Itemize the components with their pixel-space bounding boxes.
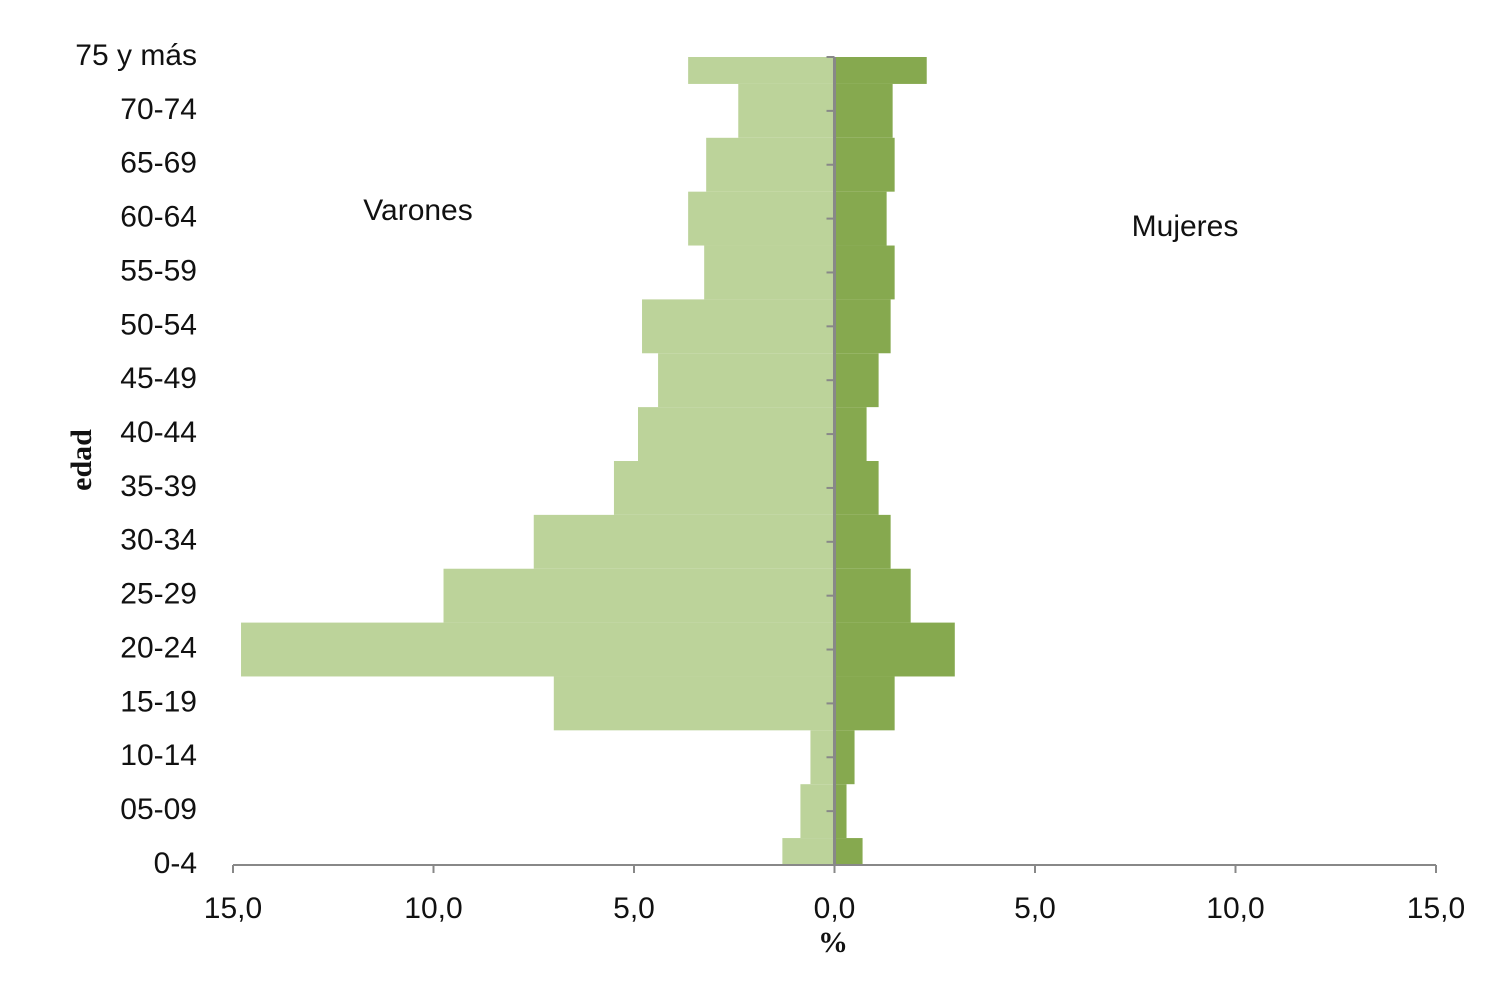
bar (834, 57, 927, 84)
bar (834, 622, 955, 677)
bar (553, 676, 835, 731)
y-tick-label: 50-54 (120, 308, 197, 341)
y-tick-label: 45-49 (120, 362, 197, 395)
y-axis-title: edad (65, 429, 98, 491)
x-tick-label: 15,0 (204, 892, 262, 925)
x-tick-label: 0,0 (814, 892, 856, 925)
y-tick-label: 60-64 (120, 201, 197, 234)
bar (688, 57, 835, 84)
bar (834, 784, 847, 839)
bar (834, 730, 855, 785)
bar (443, 568, 835, 623)
y-tick-label: 15-19 (120, 685, 197, 718)
bar (834, 461, 879, 515)
y-tick-label: 20-24 (120, 631, 197, 664)
y-tick-label: 0-4 (154, 847, 197, 880)
bar (533, 514, 835, 569)
y-tick-label: 75 y más (75, 39, 197, 72)
bar (658, 353, 835, 408)
bar (834, 353, 879, 408)
y-tick-label: 25-29 (120, 578, 197, 611)
bar (834, 245, 895, 300)
y-tick-label: 10-14 (120, 739, 197, 772)
bar (834, 838, 863, 865)
bar (613, 461, 835, 515)
y-tick-label: 40-44 (120, 416, 197, 449)
bar (834, 299, 891, 354)
bar (834, 514, 891, 569)
y-tick-label: 05-09 (120, 793, 197, 826)
bar (834, 676, 895, 731)
y-tick-label: 30-34 (120, 524, 197, 557)
y-tick-label: 35-39 (120, 470, 197, 503)
x-tick-label: 10,0 (1206, 892, 1264, 925)
x-tick-label: 15,0 (1407, 892, 1465, 925)
series-label: Varones (363, 194, 473, 227)
bar (241, 622, 835, 677)
bar (782, 838, 835, 865)
series-label: Mujeres (1132, 210, 1239, 243)
bar (834, 407, 867, 461)
y-tick-label: 55-59 (120, 254, 197, 287)
bar (738, 83, 835, 138)
bar (638, 407, 835, 461)
bar (834, 191, 887, 246)
y-tick-label: 65-69 (120, 147, 197, 180)
x-tick-label: 10,0 (404, 892, 462, 925)
y-tick-label: 70-74 (120, 93, 197, 126)
bar (834, 137, 895, 192)
bar (642, 299, 835, 354)
bar (834, 568, 911, 623)
bar (688, 191, 835, 246)
x-tick-label: 5,0 (1014, 892, 1056, 925)
bar (706, 137, 835, 192)
x-axis-title: % (818, 926, 848, 959)
x-tick-label: 5,0 (613, 892, 655, 925)
bar (704, 245, 835, 300)
bar (834, 83, 893, 138)
